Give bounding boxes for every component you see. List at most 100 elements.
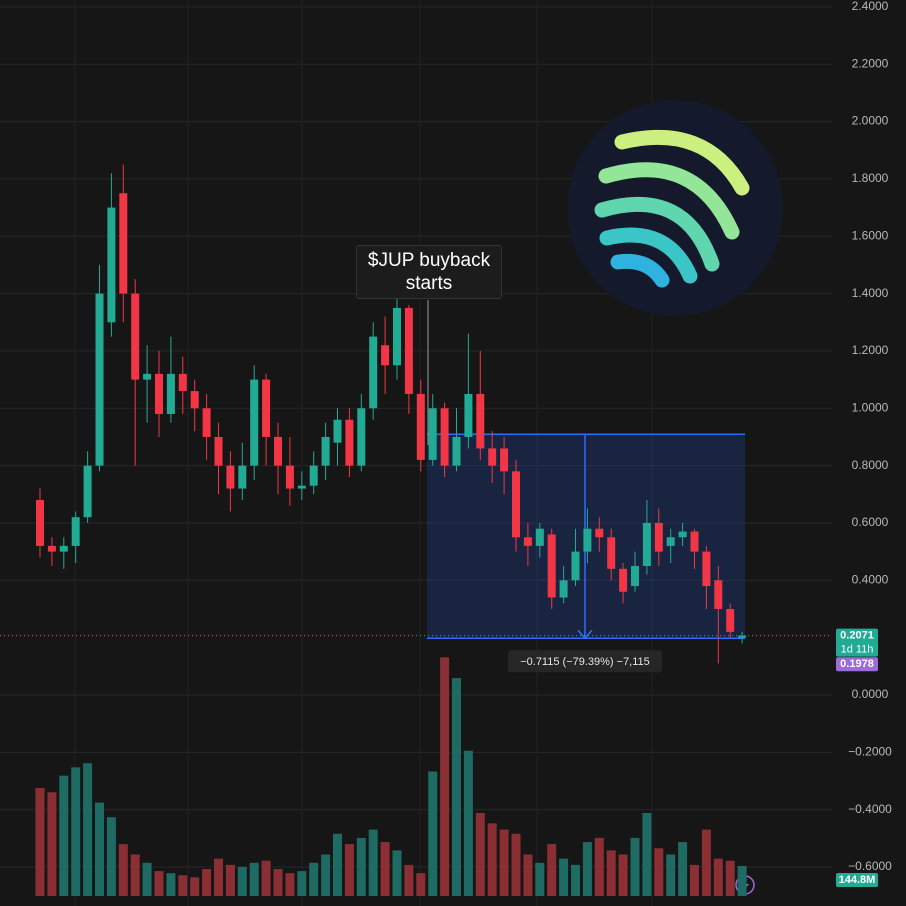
measure-arrowhead	[577, 629, 593, 640]
candle-body	[143, 373, 152, 380]
volume-bar	[118, 844, 128, 896]
candle-body	[131, 293, 140, 380]
y-tick-label: 1.4000	[852, 286, 889, 300]
measure-end-tag	[836, 657, 878, 672]
candle-body	[642, 522, 651, 566]
y-tick-label: −0.4000	[848, 802, 892, 816]
candle-body	[333, 419, 342, 443]
volume-bar	[440, 657, 450, 896]
y-tick-label: 1.8000	[852, 171, 889, 185]
candle-body	[523, 537, 532, 546]
candle-body	[690, 531, 699, 552]
volume-bar	[690, 864, 699, 896]
logo	[567, 100, 783, 316]
candle-body	[500, 448, 509, 472]
volume-bar	[678, 842, 688, 896]
candle-body	[369, 336, 378, 409]
logo-stripe	[599, 227, 698, 284]
candle-body	[654, 522, 663, 552]
candle-body	[440, 408, 449, 466]
candle-body	[226, 465, 235, 489]
candle-body	[619, 568, 628, 592]
volume-bar	[261, 860, 271, 896]
volume-bar	[511, 833, 521, 896]
candle-body	[416, 393, 425, 460]
volume-bar	[202, 869, 212, 896]
volume-bar	[559, 858, 569, 896]
volume-bar	[463, 750, 473, 896]
candle-body	[702, 551, 711, 587]
volume-bar	[71, 767, 81, 896]
volume-bar	[95, 802, 104, 896]
logo-stripe	[610, 253, 670, 288]
candle-body	[381, 345, 390, 366]
y-tick-label: 1.2000	[852, 343, 889, 357]
y-tick-label: 2.4000	[852, 0, 889, 13]
volume-bar	[333, 833, 342, 896]
y-tick-label: 0.4000	[852, 572, 889, 586]
candle-body	[404, 307, 413, 394]
volume-bar	[130, 854, 140, 896]
volume-bar	[59, 775, 69, 896]
y-tick-label: 2.2000	[852, 56, 889, 70]
volume-bar	[618, 854, 628, 896]
volume-bar	[166, 873, 176, 896]
candle-body	[59, 545, 68, 552]
volume-bar	[606, 850, 616, 896]
volume-bar	[428, 771, 438, 896]
last-price-tag	[836, 628, 878, 657]
candle-body	[214, 436, 223, 466]
volume-bar	[404, 864, 414, 896]
volume-bar	[321, 854, 331, 896]
volume-bar	[237, 866, 247, 896]
candle-body	[107, 207, 116, 323]
annotation: $JUP buyback starts	[356, 245, 502, 299]
candle-body	[428, 408, 437, 460]
candle-body	[297, 485, 306, 489]
candle-body	[190, 391, 199, 409]
candle-body	[393, 307, 401, 366]
candle-body	[595, 528, 604, 538]
volume-bar	[547, 844, 557, 896]
candle-body	[464, 393, 473, 437]
volume-bar	[523, 854, 533, 896]
y-tick-label: 0.8000	[852, 458, 889, 472]
volume-bar	[273, 869, 283, 896]
volume-bar	[344, 844, 354, 896]
candle-body	[95, 293, 104, 466]
volume-bar	[582, 842, 592, 896]
volume-bar	[142, 862, 152, 896]
candle-body	[202, 408, 211, 437]
volume-bar	[368, 829, 378, 896]
volume-bar	[594, 837, 604, 896]
y-tick-label: −0.2000	[848, 744, 892, 758]
volume-bar	[35, 788, 45, 896]
candle-body	[238, 465, 247, 489]
volume-tag-label: 144.8M	[839, 874, 876, 886]
logo-stripe	[598, 162, 740, 240]
volume-bar	[701, 829, 711, 896]
volume-bar	[297, 871, 307, 896]
y-tick-label: 1.6000	[852, 228, 889, 242]
candle-body	[47, 545, 56, 552]
candle-body	[571, 551, 580, 581]
candle-body	[488, 448, 497, 466]
volume-bar	[225, 864, 235, 896]
last-price-label: 0.2071	[840, 630, 874, 642]
y-tick-label: 0.0000	[852, 687, 889, 701]
logo-stripe	[614, 129, 750, 196]
volume-bar	[309, 862, 319, 896]
y-tick-label: 2.0000	[852, 114, 889, 128]
volume-bar	[190, 877, 200, 896]
candle-body	[357, 408, 366, 466]
volume-bar	[642, 813, 652, 896]
measure-label: −0.7115 (−79.39%) −7,115	[520, 656, 650, 668]
candle-body	[36, 500, 44, 546]
candle-body	[178, 373, 187, 392]
volume-bar	[178, 875, 188, 896]
y-tick-label: −0.6000	[848, 859, 892, 873]
volume-bar	[713, 858, 723, 896]
candle-body	[631, 565, 639, 587]
volume-bar	[214, 858, 223, 896]
